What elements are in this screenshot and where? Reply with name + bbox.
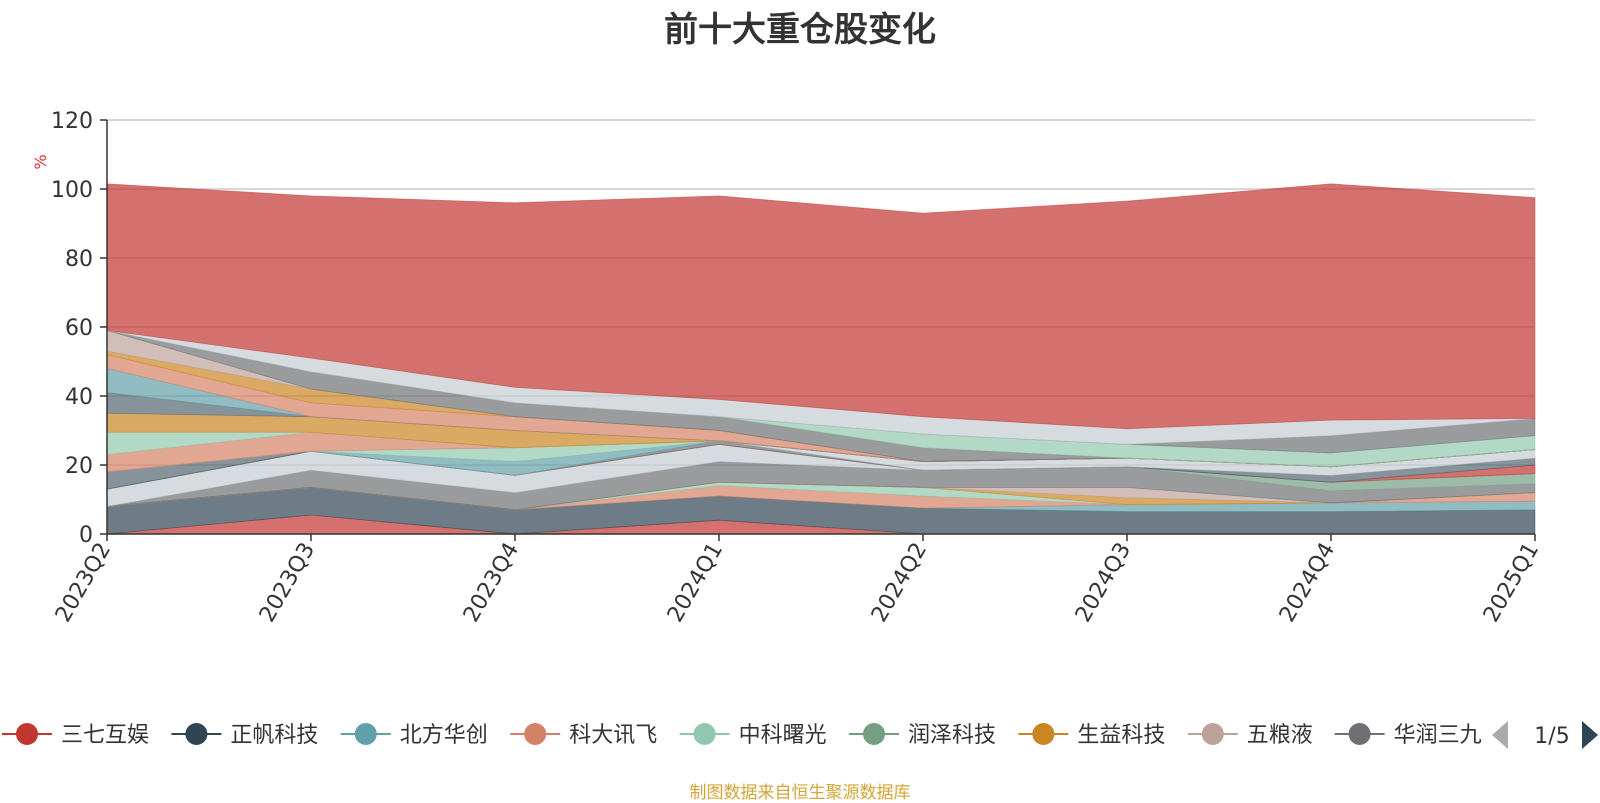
x-tick-label: 2023Q3 <box>255 539 320 627</box>
legend-marker <box>524 723 547 745</box>
chart-title: 前十大重仓股变化 <box>664 10 936 50</box>
legend-label: 生益科技 <box>1077 723 1165 748</box>
y-tick-label: 20 <box>65 454 93 479</box>
legend-item[interactable]: 润泽科技 <box>849 723 996 748</box>
y-tick-label: 120 <box>51 109 93 134</box>
y-tick-label: 40 <box>65 385 93 410</box>
x-tick-label: 2023Q4 <box>459 539 524 627</box>
legend-item[interactable]: 科大讯飞 <box>510 723 657 748</box>
legend-item[interactable]: 中科曙光 <box>679 723 827 748</box>
legend-next-icon[interactable] <box>1582 721 1598 749</box>
legend-item[interactable]: 华润三九 <box>1334 723 1482 748</box>
x-tick-label: 2024Q4 <box>1275 539 1340 627</box>
area-series-30 <box>106 183 1536 430</box>
legend: 三七互娱 正帆科技 北方华创 科大讯飞 中科曙光 润泽科技 生益科技 五粮液 华润三九 1/5 <box>2 721 1598 749</box>
legend-marker <box>16 723 38 745</box>
legend-item[interactable]: 五粮液 <box>1187 723 1313 748</box>
y-tick-label: 100 <box>51 178 93 203</box>
x-tick-label: 2024Q3 <box>1071 539 1136 627</box>
stacked-areas <box>106 183 1536 535</box>
legend-marker <box>693 723 716 745</box>
legend-marker <box>354 723 377 745</box>
legend-item[interactable]: 生益科技 <box>1018 723 1165 748</box>
legend-label: 中科曙光 <box>739 723 827 748</box>
x-tick-label: 2025Q1 <box>1479 539 1544 627</box>
legend-label: 华润三九 <box>1394 723 1482 748</box>
legend-label: 正帆科技 <box>230 723 318 748</box>
legend-label: 北方华创 <box>400 723 488 748</box>
legend-marker <box>185 723 208 745</box>
legend-label: 五粮液 <box>1247 723 1313 748</box>
y-tick-label: 0 <box>79 523 93 548</box>
legend-marker <box>1201 723 1224 745</box>
source-note: 制图数据来自恒生聚源数据库 <box>689 783 911 803</box>
legend-marker <box>1348 723 1371 745</box>
legend-label: 润泽科技 <box>908 723 996 748</box>
legend-marker <box>863 723 885 745</box>
chart: 0 20 40 60 80 100 120 2023Q2 2023Q3 2023Q4 2024Q1 2… <box>2 109 1598 749</box>
y-tick-label: 80 <box>65 247 93 272</box>
x-tick-label: 2023Q2 <box>51 539 116 627</box>
legend-items: 三七互娱 正帆科技 北方华创 科大讯飞 中科曙光 润泽科技 生益科技 五粮液 华润三九 <box>2 723 1482 748</box>
legend-item[interactable]: 北方华创 <box>340 723 488 748</box>
legend-prev-icon[interactable] <box>1492 721 1508 749</box>
y-axis-label: % <box>31 154 50 169</box>
x-tick-label: 2024Q1 <box>663 539 728 627</box>
legend-label: 科大讯飞 <box>569 723 657 748</box>
x-tick-label: 2024Q2 <box>867 539 932 627</box>
legend-label: 三七互娱 <box>61 723 149 748</box>
legend-marker <box>1032 723 1055 745</box>
legend-page-indicator: 1/5 <box>1534 724 1569 749</box>
legend-item[interactable]: 正帆科技 <box>171 723 318 748</box>
legend-item[interactable]: 三七互娱 <box>2 723 149 748</box>
y-tick-label: 60 <box>65 316 93 341</box>
